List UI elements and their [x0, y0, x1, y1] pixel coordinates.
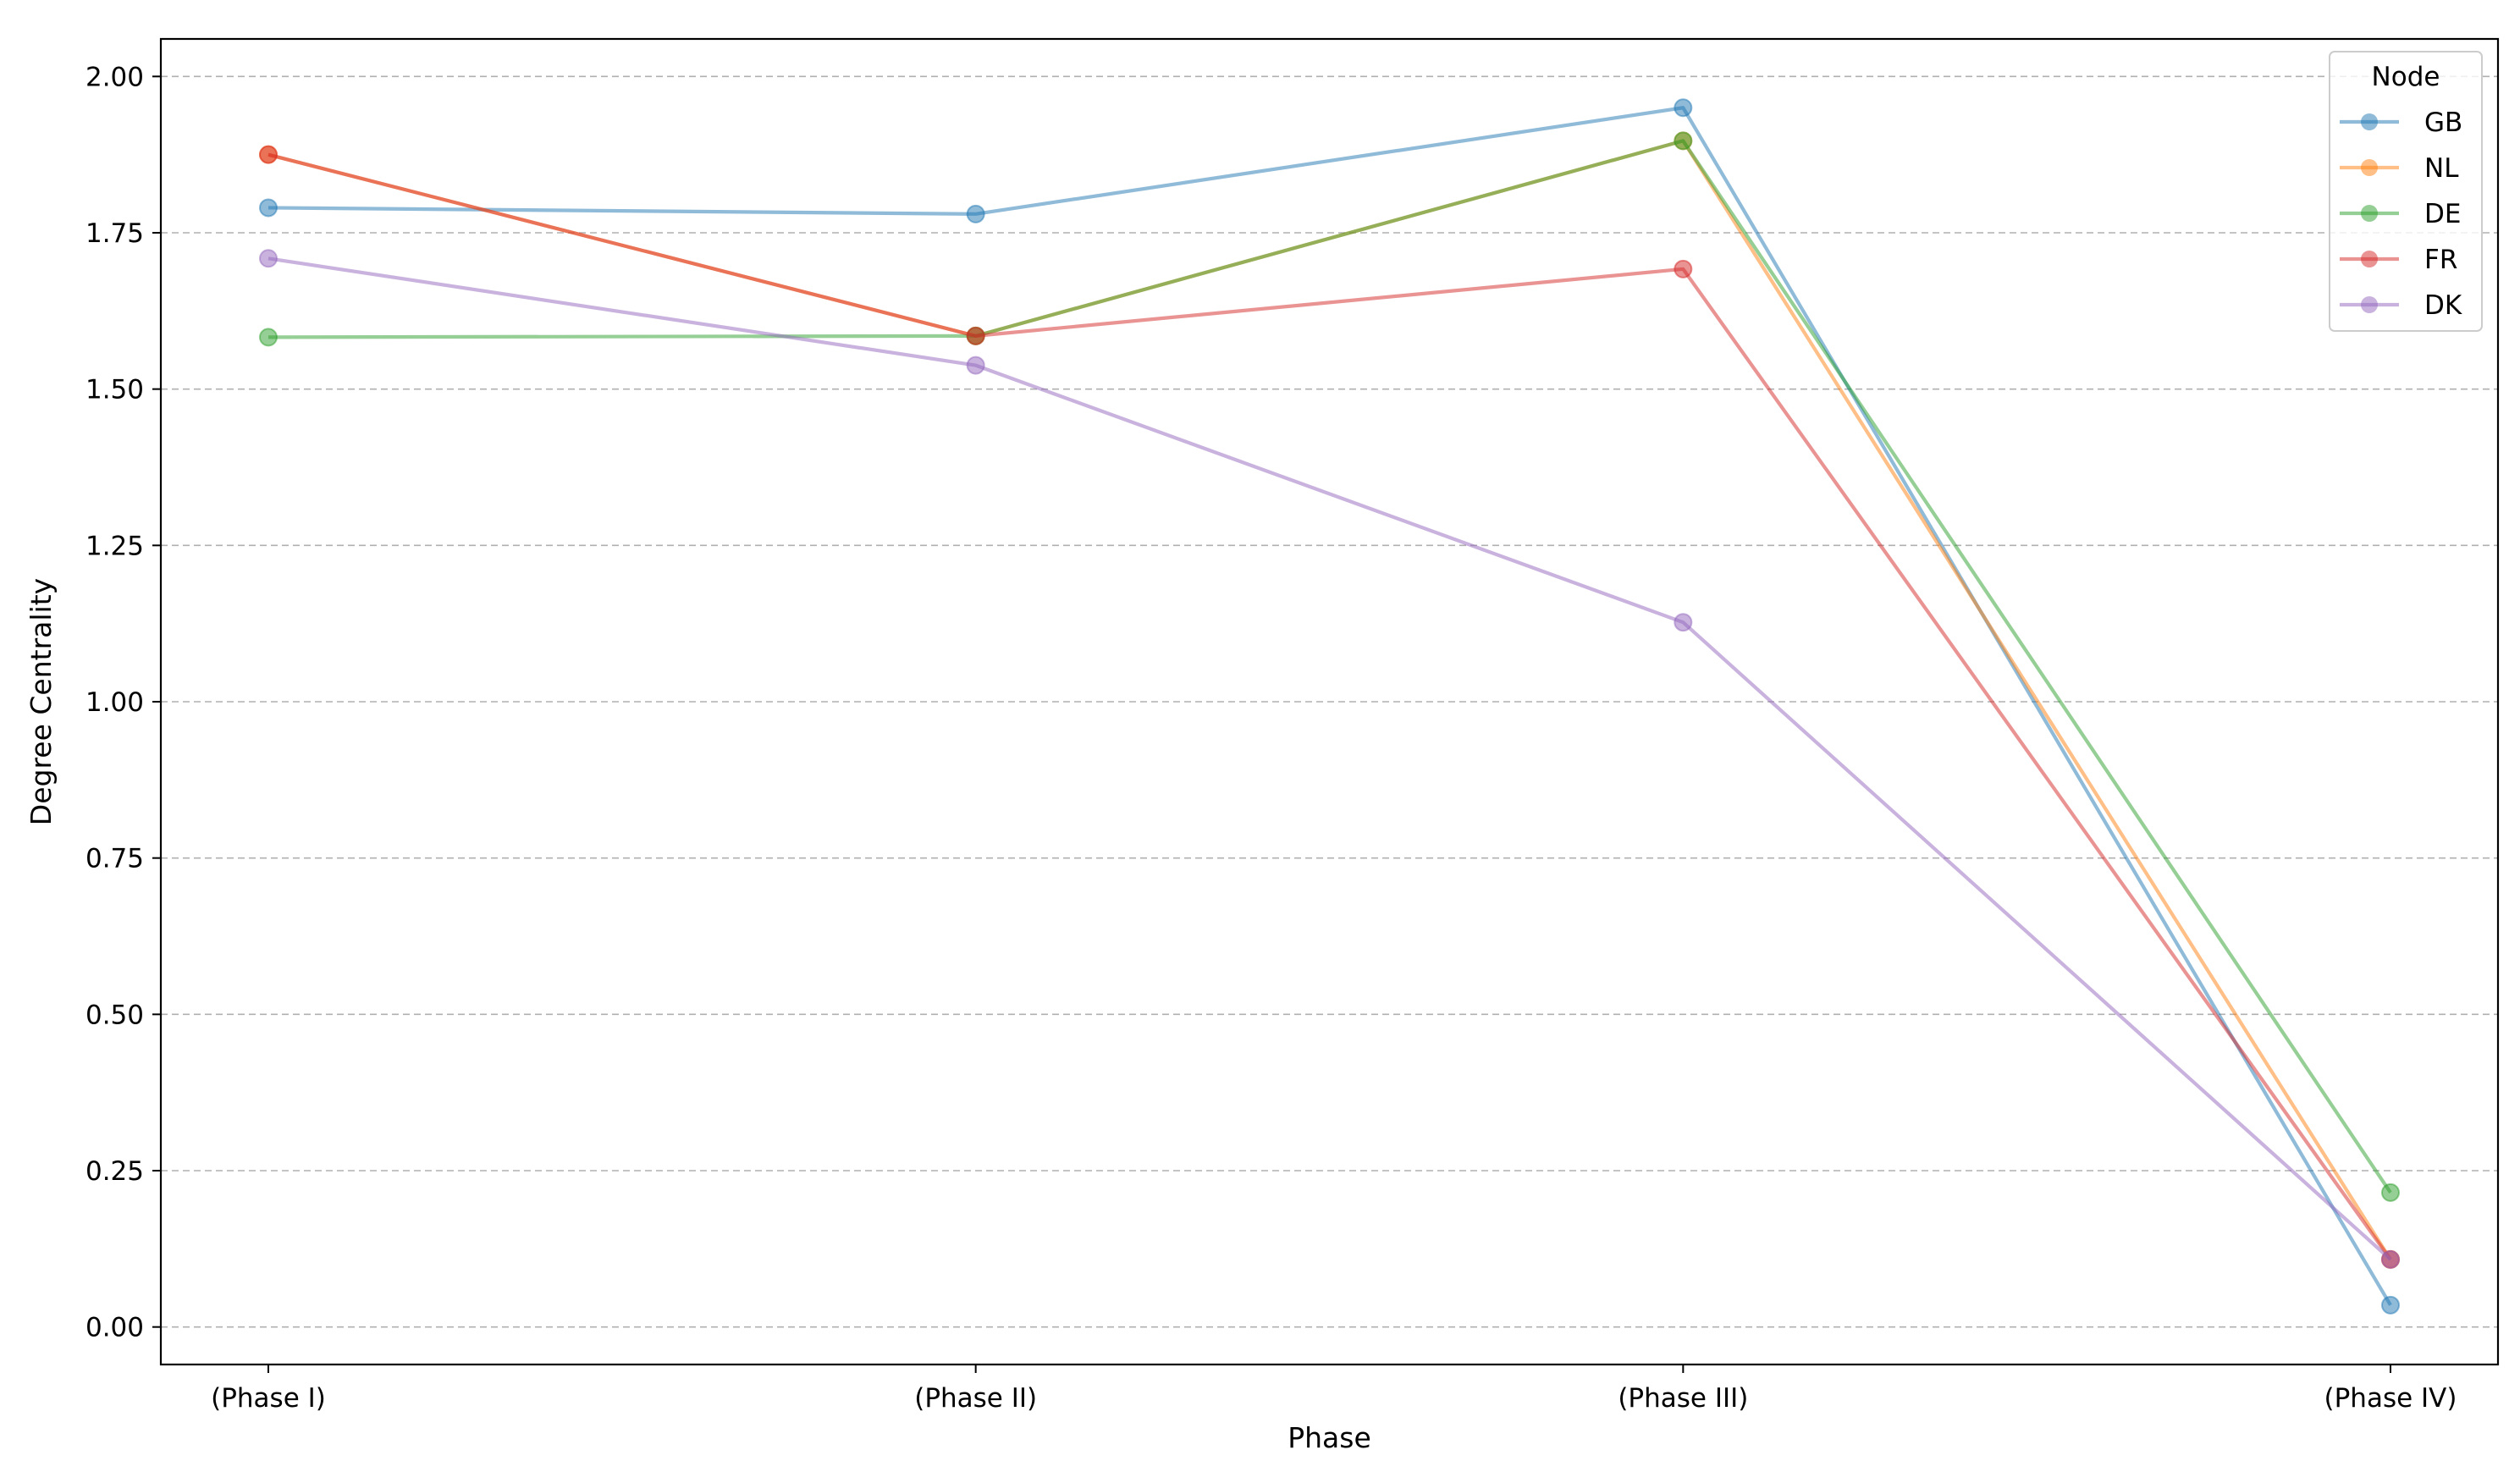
legend-swatch-marker [2361, 296, 2378, 313]
data-point [2381, 1295, 2400, 1315]
legend-label: NL [2424, 153, 2459, 184]
data-point [966, 326, 985, 345]
x-tick-label: (Phase II) [914, 1383, 1037, 1414]
data-point [966, 356, 985, 375]
x-axis: (Phase I) (Phase II) (Phase III) (Phase IV) [211, 1364, 2457, 1414]
legend-box [2329, 51, 2483, 332]
legend-swatch-marker [2361, 251, 2378, 267]
data-point [2381, 1249, 2400, 1269]
legend-title: Node [2372, 62, 2440, 92]
legend-swatch-marker [2361, 159, 2378, 176]
y-tick-label: 2.00 [85, 62, 144, 92]
legend-label: DK [2424, 290, 2462, 321]
x-tick-label: (Phase I) [211, 1383, 326, 1414]
legend-label: DE [2424, 199, 2461, 229]
data-point [259, 328, 278, 347]
y-tick-label: 0.75 [85, 844, 144, 874]
legend-items: GB NL DE FR DK [2340, 108, 2462, 321]
series-line-dk [267, 256, 2392, 1261]
legend-label: GB [2424, 108, 2462, 138]
data-point [2381, 1183, 2400, 1202]
y-tick-label: 1.75 [85, 218, 144, 249]
y-tick-label: 0.25 [85, 1156, 144, 1187]
y-tick-label: 1.25 [85, 531, 144, 561]
data-point [1674, 613, 1693, 632]
legend-swatch-marker [2361, 113, 2378, 130]
legend-item-de: DE [2340, 199, 2461, 229]
series-dk [259, 249, 2400, 1269]
y-tick-label: 1.00 [85, 687, 144, 718]
series-lines [259, 98, 2400, 1315]
data-point [966, 204, 985, 223]
data-point [1674, 131, 1693, 151]
x-tick-label: (Phase III) [1618, 1383, 1748, 1414]
x-tick-label: (Phase IV) [2324, 1383, 2457, 1414]
series-line-gb [267, 106, 2392, 1306]
legend-item-nl: NL [2340, 153, 2459, 184]
y-axis-title: Degree Centrality [25, 578, 58, 825]
legend-swatch-marker [2361, 205, 2378, 222]
y-tick-label: 1.50 [85, 375, 144, 405]
y-tick-label: 0.00 [85, 1313, 144, 1343]
legend-item-fr: FR [2340, 245, 2457, 275]
data-point [1674, 259, 1693, 278]
data-point [259, 249, 278, 268]
series-line-de [267, 139, 2392, 1194]
legend: Node GB NL DE FR DK [2329, 51, 2483, 332]
legend-item-dk: DK [2340, 290, 2462, 321]
series-line-fr [267, 152, 2392, 1261]
data-point [259, 145, 278, 164]
x-axis-title: Phase [1288, 1421, 1371, 1454]
grid-lines [161, 75, 2498, 1328]
y-axis: 0.00 0.25 0.50 0.75 1.00 1.25 1.50 1.75 2.00 [85, 62, 161, 1343]
data-point [259, 198, 278, 218]
y-tick-label: 0.50 [85, 1000, 144, 1030]
series-gb [259, 98, 2400, 1315]
legend-item-gb: GB [2340, 108, 2462, 138]
data-point [1674, 98, 1693, 118]
legend-label: FR [2424, 245, 2457, 275]
